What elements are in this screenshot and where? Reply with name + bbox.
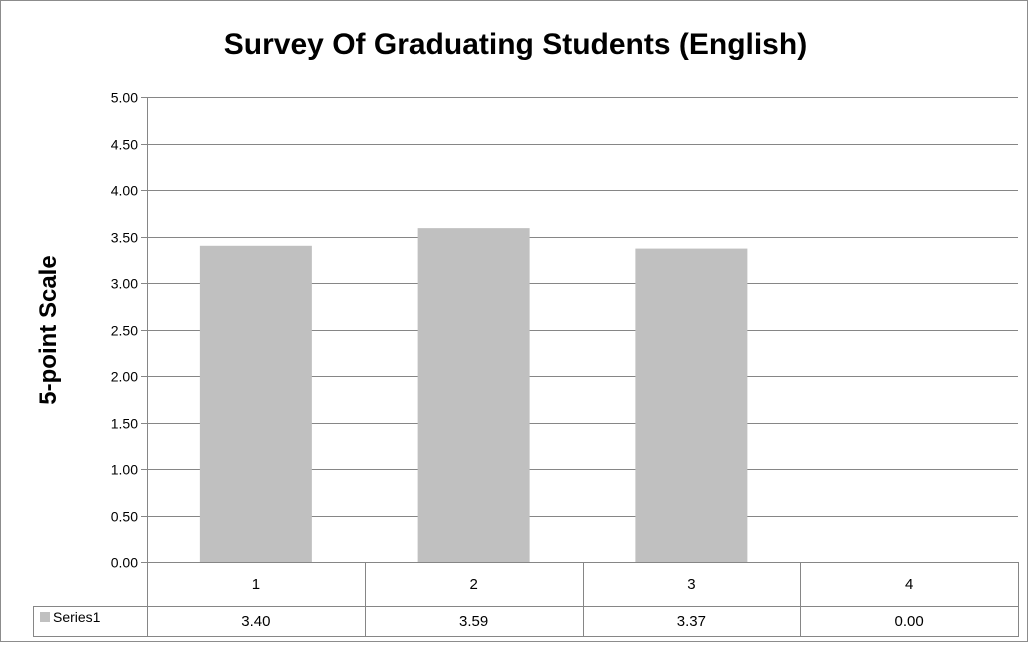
data-table: 1 2 3 4 Series1 3.40 3.59 3.37 0.00: [33, 562, 1019, 637]
x-category-label: 2: [469, 576, 477, 593]
y-tick-label: 1.50: [111, 416, 138, 432]
bar-2: [417, 228, 530, 562]
y-axis-ticks: 0.00 0.50 1.00 1.50 2.00 2.50 3.00 3.50 4.00 4.50…: [111, 90, 138, 571]
data-value-label: 3.59: [459, 613, 488, 630]
data-value-label: 0.00: [895, 613, 924, 630]
x-category-label: 4: [905, 576, 913, 593]
y-tick-label: 5.00: [111, 90, 138, 106]
bars: [199, 228, 748, 563]
y-tick-label: 4.00: [111, 183, 138, 199]
chart-title: Survey Of Graduating Students (English): [223, 28, 808, 61]
data-value-label: 3.40: [241, 613, 270, 630]
legend-series-name: Series1: [53, 609, 101, 625]
x-category-label: 1: [252, 576, 260, 593]
y-tick-label: 0.00: [111, 555, 138, 571]
x-category-label: 3: [687, 576, 695, 593]
y-tick-label: 3.50: [111, 230, 138, 246]
y-tick-label: 4.50: [111, 137, 138, 153]
legend-swatch: [40, 612, 50, 622]
y-tick-label: 3.00: [111, 276, 138, 292]
y-tick-label: 2.00: [111, 369, 138, 385]
data-value-label: 3.37: [677, 613, 706, 630]
y-tick-label: 1.00: [111, 462, 138, 478]
y-tick-label: 2.50: [111, 323, 138, 339]
bar-1: [199, 245, 312, 563]
bar-3: [635, 248, 748, 562]
y-tick-label: 0.50: [111, 509, 138, 525]
